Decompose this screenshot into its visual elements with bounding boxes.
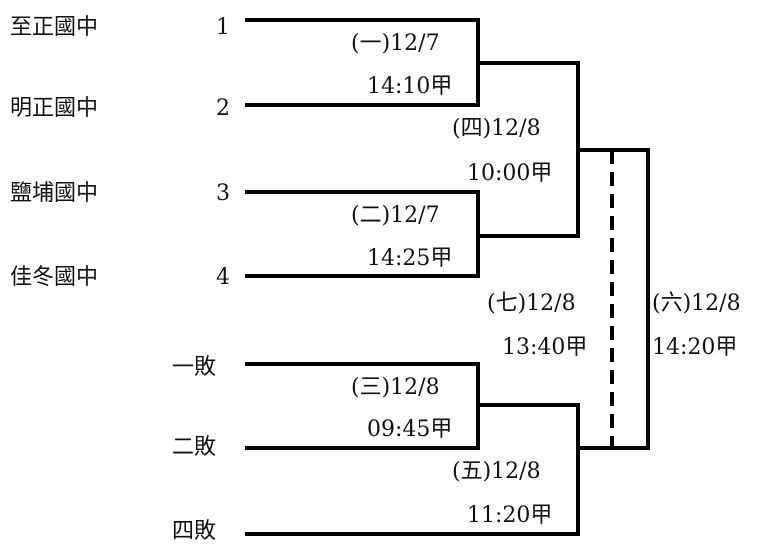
team-name-4: 佳冬國中 (10, 265, 98, 290)
match-6-label: (六)12/8 (652, 291, 741, 316)
match-6-time: 14:20甲 (652, 335, 737, 360)
team-name-2: 明正國中 (10, 96, 98, 121)
team-seed-3: 3 (216, 181, 230, 206)
match-3-time: 09:45甲 (367, 417, 452, 442)
team-seed-2: 2 (216, 96, 230, 121)
match-2-time: 14:25甲 (367, 246, 452, 271)
loser-slot-1: 一敗 (172, 355, 216, 380)
match-1-label: (一)12/7 (351, 31, 440, 56)
match-3-label: (三)12/8 (351, 375, 440, 400)
match-1-time: 14:10甲 (367, 74, 452, 99)
match-5-label: (五)12/8 (452, 459, 541, 484)
bracket-lines (245, 18, 650, 536)
team-seed-1: 1 (216, 15, 230, 40)
loser-slot-2: 二敗 (172, 435, 216, 460)
team-name-3: 鹽埔國中 (10, 181, 98, 206)
match-7-time: 13:40甲 (502, 335, 587, 360)
match-5-time: 11:20甲 (467, 503, 552, 528)
match-4-label: (四)12/8 (452, 116, 541, 141)
team-seed-4: 4 (216, 265, 230, 290)
match-4-time: 10:00甲 (467, 161, 552, 186)
match-4-bracket (476, 61, 580, 238)
loser-slot-4: 四敗 (172, 519, 216, 544)
match-7-label: (七)12/8 (487, 291, 576, 316)
match-2-label: (二)12/7 (351, 203, 440, 228)
match-5-bracket (245, 403, 580, 536)
team-name-1: 至正國中 (10, 15, 98, 40)
